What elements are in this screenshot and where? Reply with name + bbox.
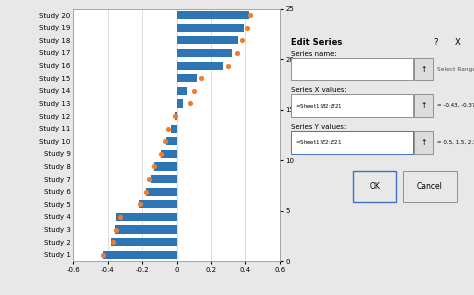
Bar <box>176 74 197 82</box>
Text: Series X values:: Series X values: <box>292 87 347 93</box>
Point <box>233 51 240 55</box>
Point <box>137 202 144 207</box>
FancyBboxPatch shape <box>414 131 433 153</box>
Point <box>197 76 204 81</box>
Bar <box>146 188 176 196</box>
Text: =Sheet1!$E$2:$E$21: =Sheet1!$E$2:$E$21 <box>295 138 342 146</box>
Point <box>186 101 194 106</box>
Point <box>246 13 254 17</box>
Text: Select Range: Select Range <box>438 67 474 71</box>
Text: Series name:: Series name: <box>292 51 337 57</box>
Point <box>161 139 168 144</box>
FancyBboxPatch shape <box>414 58 433 81</box>
Point <box>190 88 198 93</box>
Bar <box>117 213 176 221</box>
Point <box>145 177 153 181</box>
Point <box>171 114 179 118</box>
Text: X: X <box>455 38 461 47</box>
Text: Series Y values:: Series Y values: <box>292 124 346 130</box>
Point <box>224 63 232 68</box>
Text: =Sheet1!$B$2:$B$21: =Sheet1!$B$2:$B$21 <box>295 101 343 110</box>
Bar <box>176 11 249 19</box>
Bar <box>151 175 176 183</box>
Text: = 0.5, 1.5, 2.5...: = 0.5, 1.5, 2.5... <box>438 140 474 145</box>
Bar <box>176 87 187 95</box>
Text: = -0.43, -0.37, ...: = -0.43, -0.37, ... <box>438 103 474 108</box>
Text: Edit Series: Edit Series <box>292 38 343 47</box>
Bar <box>111 238 176 246</box>
Point <box>157 152 165 156</box>
Bar <box>176 24 244 32</box>
Text: ↑: ↑ <box>420 101 427 110</box>
Text: Cancel: Cancel <box>417 182 443 191</box>
Bar <box>176 36 238 45</box>
Point <box>238 38 246 43</box>
Point <box>142 189 149 194</box>
Bar <box>172 124 176 133</box>
Point <box>109 240 117 245</box>
FancyBboxPatch shape <box>292 58 413 81</box>
Bar <box>176 49 231 57</box>
Point <box>150 164 158 169</box>
Text: OK: OK <box>369 182 380 191</box>
Text: ↑: ↑ <box>420 138 427 147</box>
Bar <box>103 251 176 259</box>
FancyBboxPatch shape <box>292 94 413 117</box>
Point <box>113 227 120 232</box>
FancyBboxPatch shape <box>414 94 433 117</box>
Point <box>99 253 107 257</box>
FancyBboxPatch shape <box>292 131 413 153</box>
Bar <box>154 162 176 171</box>
FancyBboxPatch shape <box>403 171 457 202</box>
Point <box>243 25 251 30</box>
Bar <box>176 61 223 70</box>
Bar <box>175 112 176 120</box>
Text: ↑: ↑ <box>420 65 427 73</box>
Text: ?: ? <box>433 38 438 47</box>
Bar <box>161 150 176 158</box>
FancyBboxPatch shape <box>353 171 396 202</box>
Point <box>164 126 172 131</box>
Bar <box>166 137 176 145</box>
Bar <box>176 99 183 108</box>
Bar <box>115 225 176 234</box>
Bar <box>139 200 176 209</box>
Point <box>116 214 124 219</box>
